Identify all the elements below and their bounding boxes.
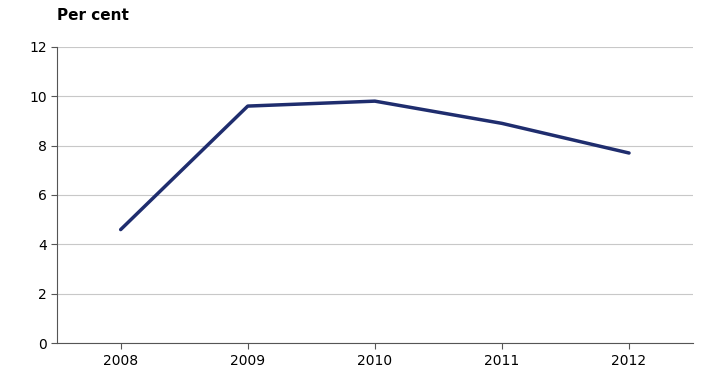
Text: Per cent: Per cent — [57, 8, 129, 23]
